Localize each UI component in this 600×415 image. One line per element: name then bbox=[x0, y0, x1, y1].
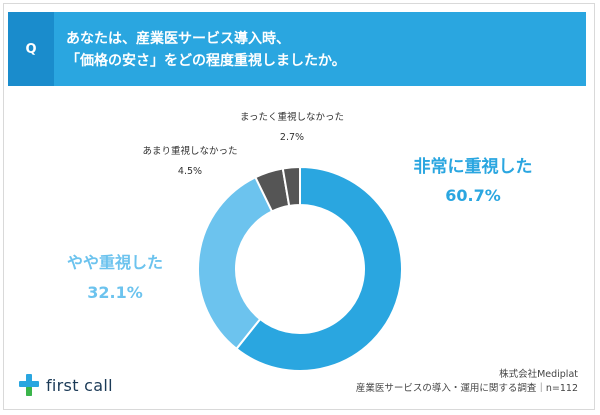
plus-pin-icon bbox=[19, 374, 39, 396]
donut-labels: 非常に重視した 60.7% やや重視した 32.1% あまり重視しなかった 4.5% まった… bbox=[67, 111, 533, 302]
source-note: 株式会社Mediplat 産業医サービスの導入・運用に関する調査｜n=112 bbox=[356, 368, 578, 396]
source-company: 株式会社Mediplat bbox=[499, 369, 578, 380]
label-not-at-all-important: まったく重視しなかった bbox=[240, 111, 344, 123]
brand-name: first call bbox=[46, 375, 113, 395]
label-somewhat-important: やや重視した bbox=[67, 253, 163, 272]
slice-somewhat-important bbox=[197, 175, 274, 351]
value-not-at-all-important: 2.7% bbox=[280, 132, 304, 143]
value-very-important: 60.7% bbox=[445, 186, 501, 205]
question-text: あなたは、産業医サービス導入時、 「価格の安さ」をどの程度重視しましたか。 bbox=[66, 28, 576, 72]
donut-slices bbox=[197, 165, 403, 372]
label-not-very-important: あまり重視しなかった bbox=[142, 145, 237, 157]
question-line-2: 「価格の安さ」をどの程度重視しましたか。 bbox=[66, 53, 346, 69]
question-header: Q あなたは、産業医サービス導入時、 「価格の安さ」をどの程度重視しましたか。 bbox=[8, 12, 586, 86]
label-very-important: 非常に重視した bbox=[414, 156, 533, 177]
brand-logo: first call bbox=[18, 372, 113, 398]
source-survey: 産業医サービスの導入・運用に関する調査｜n=112 bbox=[355, 383, 578, 394]
value-somewhat-important: 32.1% bbox=[87, 283, 143, 302]
slice-not-at-all-important bbox=[281, 165, 301, 208]
question-line-1: あなたは、産業医サービス導入時、 bbox=[66, 31, 290, 47]
question-badge: Q bbox=[8, 12, 54, 86]
value-not-very-important: 4.5% bbox=[178, 166, 202, 177]
slice-very-important bbox=[235, 165, 403, 372]
